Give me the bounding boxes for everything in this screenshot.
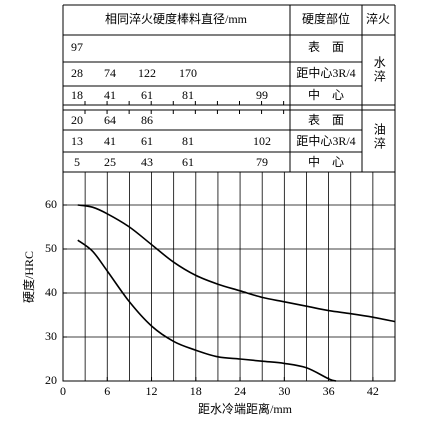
table-cell: 43 xyxy=(141,155,153,169)
table-cell: 97 xyxy=(71,40,83,54)
y-tick-label: 30 xyxy=(45,329,57,343)
position-cell: 表 面 xyxy=(308,113,344,127)
table-cell: 170 xyxy=(179,66,197,80)
hardness-curve xyxy=(77,239,337,382)
table-cell: 61 xyxy=(141,134,153,148)
x-tick-label: 24 xyxy=(234,384,246,398)
x-axis-label: 距水冷端距离/mm xyxy=(198,401,293,416)
y-tick-label: 20 xyxy=(45,373,57,387)
table-header: 硬度部位 xyxy=(302,11,350,26)
position-cell: 中 心 xyxy=(308,154,344,169)
y-tick-label: 40 xyxy=(45,285,57,299)
y-axis-label: 硬度/HRC xyxy=(21,251,36,303)
table-cell: 41 xyxy=(104,88,116,102)
table-cell: 81 xyxy=(182,134,194,148)
position-cell: 距中心3R/4 xyxy=(296,133,355,148)
table-lines xyxy=(62,4,396,172)
x-tick-label: 18 xyxy=(190,384,202,398)
table-header: 淬火 xyxy=(366,11,390,26)
table-cell: 18 xyxy=(71,88,83,102)
y-tick-label: 60 xyxy=(45,197,57,211)
x-tick-label: 6 xyxy=(104,384,110,398)
table-cell: 99 xyxy=(256,88,268,102)
x-tick-label: 36 xyxy=(323,384,335,398)
position-cell: 中 心 xyxy=(308,87,344,102)
table-cell: 20 xyxy=(71,113,83,127)
quench-label: 水淬 xyxy=(372,56,386,84)
table-cell: 61 xyxy=(182,155,194,169)
y-tick-label: 50 xyxy=(45,241,57,255)
table-cell: 102 xyxy=(253,134,271,148)
position-cell: 表 面 xyxy=(308,40,344,54)
hardness-curve xyxy=(77,204,396,323)
table: 相同淬火硬度棒料直径/mm 硬度部位 淬火 水淬 97 表 面 28 74 122 170 距… xyxy=(62,4,396,172)
x-tick-label: 12 xyxy=(146,384,158,398)
table-cell: 13 xyxy=(71,134,83,148)
table-cell: 74 xyxy=(104,66,116,80)
x-tick-label: 30 xyxy=(278,384,290,398)
table-cell: 122 xyxy=(138,66,156,80)
x-tick-label: 42 xyxy=(367,384,379,398)
table-cell: 25 xyxy=(104,155,116,169)
plot: 0 6 12 18 24 30 36 42 20 30 40 50 60 xyxy=(45,171,396,398)
table-cell: 81 xyxy=(182,88,194,102)
table-cell: 61 xyxy=(141,88,153,102)
table-cell: 28 xyxy=(71,66,83,80)
plot-frame xyxy=(62,171,396,382)
table-cell: 64 xyxy=(104,113,116,127)
table-header: 相同淬火硬度棒料直径/mm xyxy=(105,11,248,26)
table-cell: 41 xyxy=(104,134,116,148)
table-cell: 79 xyxy=(256,155,268,169)
x-tick-label: 0 xyxy=(60,384,66,398)
table-cell: 86 xyxy=(141,113,153,127)
position-cell: 距中心3R/4 xyxy=(296,65,355,80)
quench-label: 油淬 xyxy=(372,123,386,151)
table-cell: 5 xyxy=(74,155,80,169)
